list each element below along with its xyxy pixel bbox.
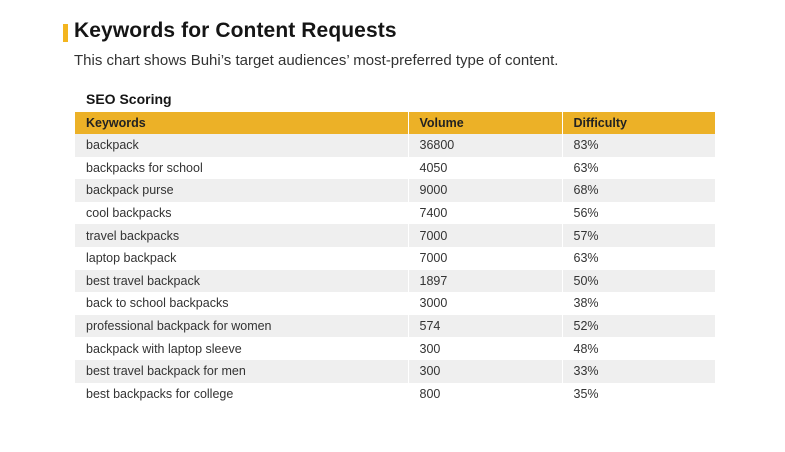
volume-cell: 1897	[408, 269, 563, 293]
keyword-cell: laptop backpack	[75, 246, 409, 270]
volume-cell: 4050	[408, 156, 563, 180]
keyword-cell: back to school backpacks	[75, 292, 409, 315]
difficulty-cell: 56%	[562, 201, 715, 225]
difficulty-cell: 52%	[562, 314, 715, 338]
volume-cell: 800	[408, 382, 563, 406]
keyword-cell: backpacks for school	[75, 156, 409, 180]
keyword-cell: best travel backpack	[75, 269, 409, 293]
table-row: laptop backpack 7000 63%	[75, 246, 715, 270]
table-row: travel backpacks 7000 57%	[75, 224, 715, 247]
keyword-cell: backpack with laptop sleeve	[75, 337, 409, 360]
table-row: backpack 36800 83%	[75, 134, 715, 157]
volume-cell: 7000	[408, 224, 563, 247]
table-row: cool backpacks 7400 56%	[75, 201, 715, 225]
difficulty-cell: 83%	[562, 134, 715, 157]
difficulty-cell: 33%	[562, 359, 715, 383]
volume-cell: 300	[408, 359, 563, 383]
volume-cell: 7000	[408, 246, 563, 270]
table-row: backpack purse 9000 68%	[75, 179, 715, 202]
table-row: best travel backpack for men 300 33%	[75, 359, 715, 383]
volume-cell: 300	[408, 337, 563, 360]
difficulty-cell: 48%	[562, 337, 715, 360]
table-header-row: Keywords Volume Difficulty	[75, 112, 715, 134]
keyword-cell: best travel backpack for men	[75, 359, 409, 383]
difficulty-cell: 38%	[562, 292, 715, 315]
table-row: best travel backpack 1897 50%	[75, 269, 715, 293]
volume-cell: 3000	[408, 292, 563, 315]
table-row: backpack with laptop sleeve 300 48%	[75, 337, 715, 360]
column-header-volume: Volume	[408, 112, 563, 134]
difficulty-cell: 63%	[562, 246, 715, 270]
column-header-keywords: Keywords	[75, 112, 409, 134]
table-title: SEO Scoring	[86, 91, 172, 107]
column-header-difficulty: Difficulty	[562, 112, 715, 134]
volume-cell: 9000	[408, 179, 563, 202]
difficulty-cell: 63%	[562, 156, 715, 180]
table-row: professional backpack for women 574 52%	[75, 314, 715, 338]
difficulty-cell: 68%	[562, 179, 715, 202]
keyword-cell: backpack	[75, 134, 409, 157]
title-accent-bar	[63, 24, 68, 42]
table-row: back to school backpacks 3000 38%	[75, 292, 715, 315]
table-row: backpacks for school 4050 63%	[75, 156, 715, 180]
page-title: Keywords for Content Requests	[74, 19, 397, 42]
volume-cell: 574	[408, 314, 563, 338]
keyword-cell: backpack purse	[75, 179, 409, 202]
page-subtitle: This chart shows Buhi’s target audiences…	[74, 52, 559, 69]
keyword-cell: best backpacks for college	[75, 382, 409, 406]
seo-scoring-table: Keywords Volume Difficulty backpack 3680…	[75, 112, 715, 406]
difficulty-cell: 35%	[562, 382, 715, 406]
table-row: best backpacks for college 800 35%	[75, 382, 715, 406]
keyword-cell: cool backpacks	[75, 201, 409, 225]
keyword-cell: travel backpacks	[75, 224, 409, 247]
difficulty-cell: 57%	[562, 224, 715, 247]
volume-cell: 7400	[408, 201, 563, 225]
keyword-cell: professional backpack for women	[75, 314, 409, 338]
volume-cell: 36800	[408, 134, 563, 157]
difficulty-cell: 50%	[562, 269, 715, 293]
